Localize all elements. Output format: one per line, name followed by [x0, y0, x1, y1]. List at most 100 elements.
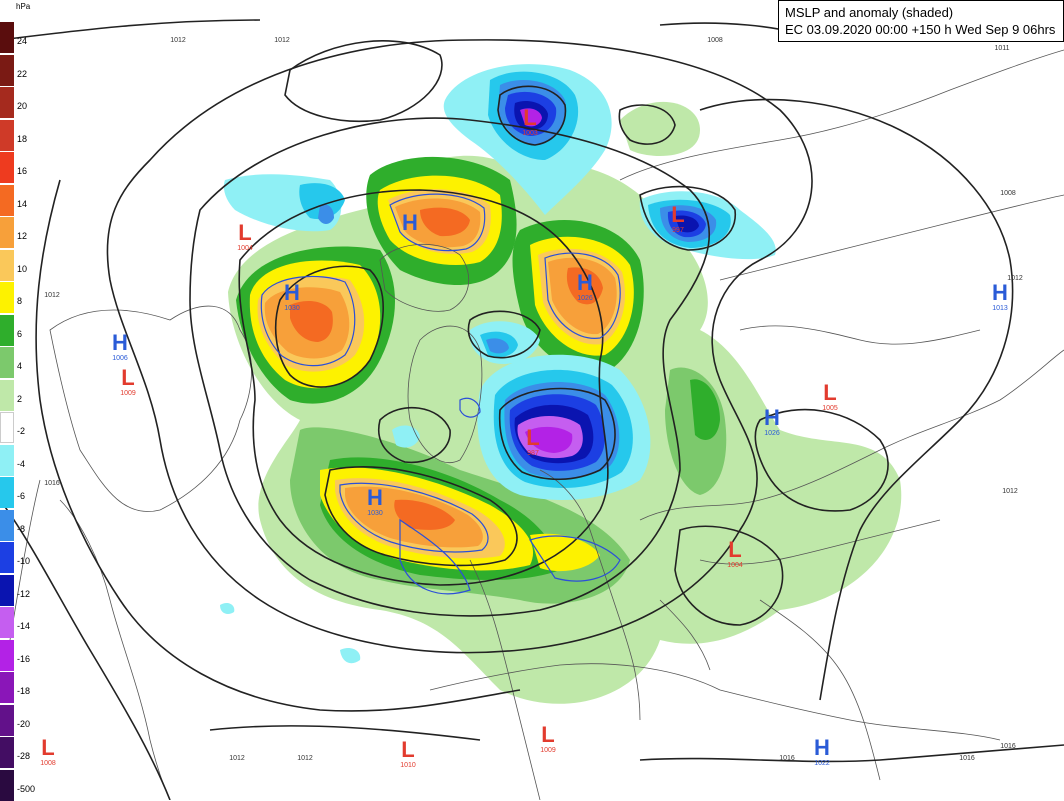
pressure-value: 1030	[367, 510, 383, 517]
low-pressure-center: L	[526, 425, 539, 450]
legend-swatch	[0, 737, 14, 768]
high-pressure-center: H	[992, 280, 1008, 305]
legend-label: 20	[17, 101, 28, 111]
legend-label: -12	[17, 588, 31, 599]
high-pressure-center: H	[284, 280, 300, 305]
high-pressure-center: H	[764, 405, 780, 430]
legend-label: -20	[17, 718, 31, 729]
low-pressure-center: L	[728, 537, 741, 562]
legend-swatch	[0, 672, 14, 703]
anomaly-contours	[260, 193, 621, 595]
pressure-value: 1009	[120, 390, 136, 397]
legend-label: -16	[17, 653, 31, 664]
isobar-label: 1016	[44, 480, 60, 487]
coastlines	[9, 49, 1064, 800]
map-title-box: MSLP and anomaly (shaded) EC 03.09.2020 …	[778, 0, 1064, 42]
pressure-value: 1005	[822, 405, 838, 412]
legend-swatch	[0, 249, 14, 281]
legend-label: 16	[17, 166, 28, 176]
high-pressure-center: H	[814, 735, 830, 760]
low-pressure-center: L	[41, 735, 54, 760]
legend-label: 22	[17, 68, 28, 79]
pressure-value: 1010	[400, 762, 416, 769]
legend-label: 14	[17, 198, 28, 209]
pressure-value: 1013	[992, 305, 1008, 312]
legend-label: -18	[17, 686, 31, 696]
legend-label: -4	[17, 458, 26, 469]
isobar-label: 1012	[297, 755, 313, 762]
pressure-value: 1008	[40, 760, 56, 767]
legend-label: -2	[17, 426, 26, 436]
isobar-label: 1008	[707, 37, 723, 44]
legend-label: 12	[17, 231, 28, 241]
low-pressure-center: L	[541, 722, 554, 747]
low-pressure-center: L	[523, 105, 536, 130]
legend-swatch	[0, 379, 14, 411]
isobar-label: 1012	[44, 292, 60, 299]
legend-label: 8	[17, 296, 23, 306]
legend-swatch	[0, 217, 14, 248]
legend-swatch	[0, 639, 14, 671]
legend-label: 6	[17, 328, 23, 339]
pressure-centers: L1004HH1030H1006L1009L1003L997H1026L987H…	[40, 105, 1008, 769]
low-pressure-center: L	[671, 202, 684, 227]
legend-swatch	[0, 87, 14, 118]
isobar-label: 1012	[274, 37, 290, 44]
pressure-value: 1004	[727, 562, 743, 569]
isobar-label: 1011	[994, 45, 1009, 52]
pressure-value: 1003	[522, 130, 538, 137]
pressure-value: 1030	[284, 305, 300, 312]
legend-swatch	[0, 704, 14, 736]
legend-swatch	[0, 444, 14, 476]
legend-label: -500	[17, 783, 36, 794]
pressure-value: 987	[527, 450, 539, 457]
low-pressure-center: L	[121, 365, 134, 390]
legend-label: 4	[17, 361, 23, 371]
legend-label: -8	[17, 523, 26, 534]
anomaly-shading-negative	[220, 64, 776, 664]
legend-label: -6	[17, 491, 26, 501]
legend-label: 10	[17, 263, 28, 274]
isobar-label: 1012	[1002, 488, 1018, 495]
legend-swatch	[0, 54, 14, 86]
pressure-value: 1004	[237, 245, 253, 252]
high-pressure-center: H	[402, 210, 418, 235]
legend-swatch	[0, 119, 14, 151]
pressure-value: 1006	[112, 355, 128, 362]
contour-labels: 1012 1012 1008 1011 1012 1012 1016 1012 1012 1016…	[44, 37, 1023, 762]
isobar-label: 1012	[1007, 275, 1023, 282]
low-pressure-center: L	[401, 737, 414, 762]
isobar-label: 1016	[1000, 743, 1016, 750]
legend-unit: hPa	[16, 2, 31, 11]
pressure-value: 997	[672, 227, 684, 234]
legend-swatch	[0, 152, 14, 183]
legend-swatch	[0, 574, 14, 606]
legend-swatch	[0, 314, 14, 346]
legend-swatch	[0, 509, 14, 541]
low-pressure-center: L	[823, 380, 836, 405]
isobar-label: 1016	[779, 755, 795, 762]
legend-swatch	[0, 477, 14, 508]
legend-label: -28	[17, 751, 31, 761]
legend-swatch	[0, 184, 14, 216]
high-pressure-center: H	[112, 330, 128, 355]
pressure-value: 1026	[577, 295, 593, 302]
pressure-value: 1022	[814, 760, 830, 767]
legend-label: -10	[17, 556, 31, 566]
isobar-label: 1008	[1000, 190, 1016, 197]
legend-swatch	[0, 412, 14, 443]
pressure-value: 1026	[764, 430, 780, 437]
high-pressure-center: H	[367, 485, 383, 510]
high-pressure-center: H	[577, 270, 593, 295]
legend-swatch	[0, 542, 14, 573]
map-run-info: EC 03.09.2020 00:00 +150 h Wed Sep 9 06h…	[785, 22, 1056, 37]
map-title: MSLP and anomaly (shaded)	[785, 5, 954, 20]
legend-swatch	[0, 22, 14, 53]
legend-swatch	[0, 282, 14, 313]
legend-label: 2	[17, 393, 23, 404]
low-pressure-center: L	[238, 220, 251, 245]
legend-label: 24	[17, 36, 28, 46]
color-scale-legend: hPa 24 22 20 18 16 14 12 10 8 6 4 2 -2 -4 -6 -8 -10 -12 -1…	[0, 0, 38, 801]
legend-label: 18	[17, 133, 28, 144]
